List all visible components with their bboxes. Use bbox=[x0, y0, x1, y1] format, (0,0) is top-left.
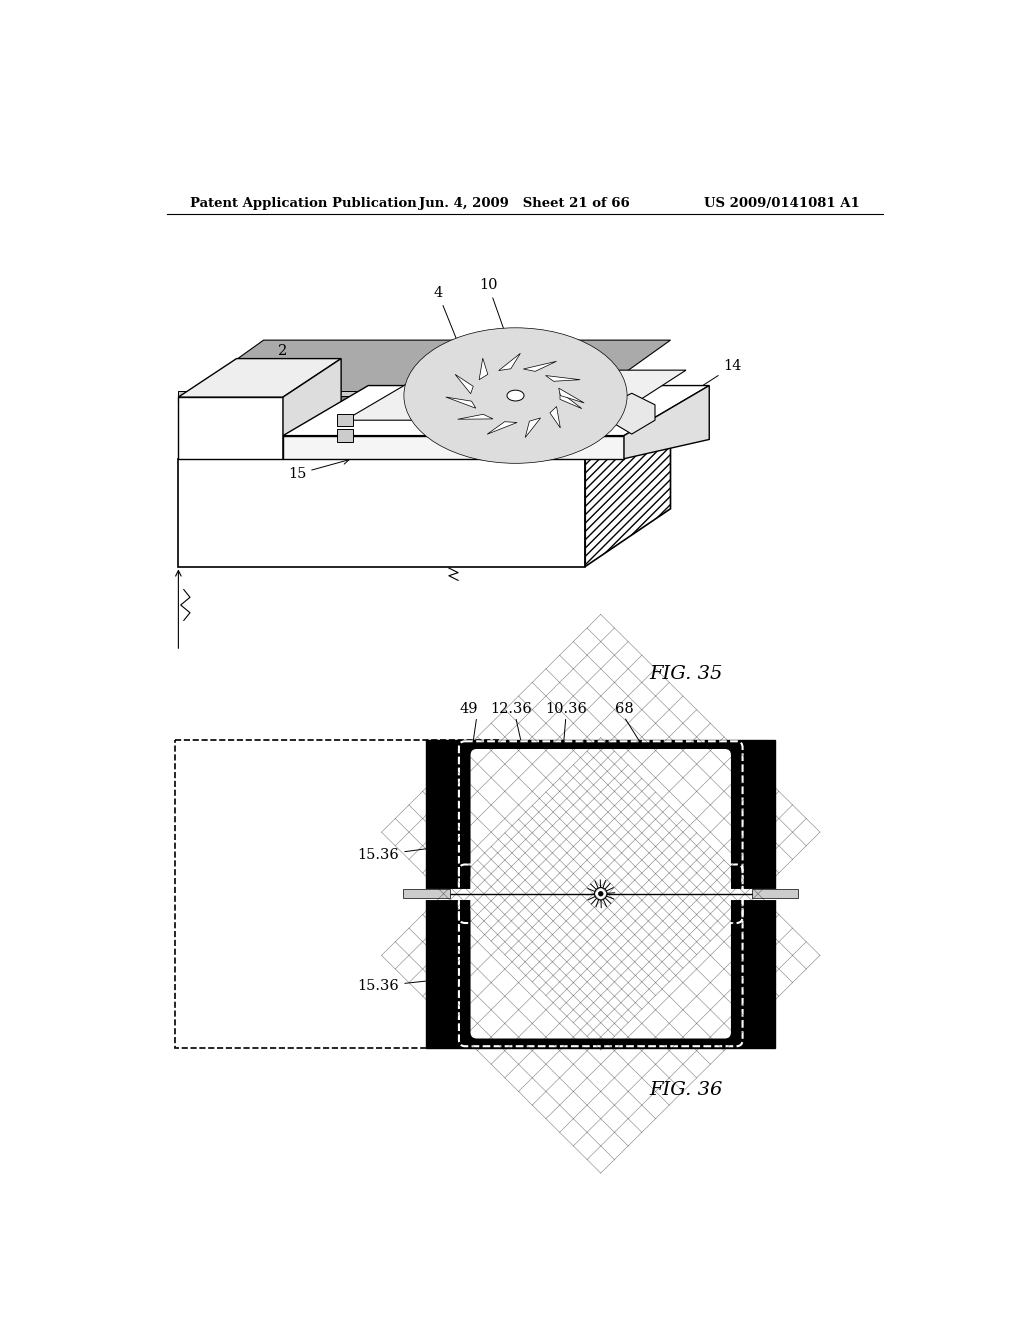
Polygon shape bbox=[458, 414, 493, 420]
FancyBboxPatch shape bbox=[581, 941, 621, 970]
Polygon shape bbox=[624, 385, 710, 459]
FancyBboxPatch shape bbox=[471, 748, 731, 915]
Text: 4: 4 bbox=[433, 286, 468, 367]
Polygon shape bbox=[178, 401, 671, 459]
Ellipse shape bbox=[418, 337, 613, 455]
Text: FIG. 35: FIG. 35 bbox=[649, 665, 723, 684]
Polygon shape bbox=[337, 414, 352, 426]
FancyBboxPatch shape bbox=[512, 898, 689, 1012]
FancyBboxPatch shape bbox=[471, 873, 731, 1039]
Ellipse shape bbox=[432, 345, 599, 446]
Polygon shape bbox=[178, 341, 671, 401]
Text: US 2009/0141081 A1: US 2009/0141081 A1 bbox=[703, 197, 859, 210]
Polygon shape bbox=[283, 385, 710, 436]
FancyBboxPatch shape bbox=[553, 800, 648, 865]
Polygon shape bbox=[337, 429, 352, 442]
Text: 15: 15 bbox=[281, 433, 341, 454]
Text: Patent Application Publication: Patent Application Publication bbox=[190, 197, 417, 210]
Polygon shape bbox=[455, 375, 473, 393]
FancyBboxPatch shape bbox=[567, 809, 635, 855]
Ellipse shape bbox=[403, 327, 627, 463]
Polygon shape bbox=[550, 407, 560, 428]
Polygon shape bbox=[608, 393, 655, 434]
FancyBboxPatch shape bbox=[525, 783, 676, 880]
Polygon shape bbox=[546, 375, 581, 381]
FancyBboxPatch shape bbox=[553, 924, 648, 987]
Bar bbox=[403, 890, 450, 899]
Bar bbox=[426, 739, 775, 1048]
Text: 68: 68 bbox=[614, 702, 634, 715]
Ellipse shape bbox=[445, 354, 586, 438]
Text: 10.36: 10.36 bbox=[545, 702, 587, 715]
Text: 12.36: 12.36 bbox=[490, 702, 532, 715]
Circle shape bbox=[598, 891, 603, 896]
Polygon shape bbox=[499, 354, 520, 371]
Polygon shape bbox=[523, 362, 556, 371]
FancyBboxPatch shape bbox=[581, 817, 621, 847]
Polygon shape bbox=[178, 459, 586, 566]
Circle shape bbox=[595, 887, 607, 900]
Polygon shape bbox=[178, 391, 586, 396]
Polygon shape bbox=[525, 418, 541, 437]
FancyBboxPatch shape bbox=[540, 915, 663, 995]
Text: 15: 15 bbox=[288, 458, 349, 480]
FancyBboxPatch shape bbox=[484, 880, 717, 1030]
Text: 14: 14 bbox=[658, 359, 741, 414]
Bar bbox=[752, 890, 799, 899]
Polygon shape bbox=[560, 392, 582, 409]
FancyBboxPatch shape bbox=[540, 792, 663, 873]
Polygon shape bbox=[479, 358, 487, 380]
FancyBboxPatch shape bbox=[498, 890, 703, 1022]
Ellipse shape bbox=[507, 391, 524, 401]
Polygon shape bbox=[178, 397, 283, 459]
FancyBboxPatch shape bbox=[484, 758, 717, 907]
FancyBboxPatch shape bbox=[498, 766, 703, 898]
Polygon shape bbox=[559, 388, 584, 403]
Polygon shape bbox=[345, 370, 686, 420]
Polygon shape bbox=[586, 401, 671, 566]
Text: 49: 49 bbox=[460, 702, 478, 715]
Text: 10: 10 bbox=[479, 279, 515, 359]
Ellipse shape bbox=[460, 362, 571, 429]
Polygon shape bbox=[283, 436, 624, 459]
FancyBboxPatch shape bbox=[512, 775, 689, 890]
Text: 6: 6 bbox=[248, 434, 257, 449]
Polygon shape bbox=[283, 359, 341, 459]
Ellipse shape bbox=[474, 370, 557, 421]
Text: Jun. 4, 2009   Sheet 21 of 66: Jun. 4, 2009 Sheet 21 of 66 bbox=[420, 197, 630, 210]
Ellipse shape bbox=[487, 379, 544, 412]
Polygon shape bbox=[178, 396, 586, 401]
Polygon shape bbox=[178, 359, 341, 397]
FancyBboxPatch shape bbox=[567, 932, 635, 978]
Polygon shape bbox=[487, 421, 517, 434]
Polygon shape bbox=[445, 397, 476, 408]
FancyBboxPatch shape bbox=[174, 739, 500, 1048]
Ellipse shape bbox=[502, 387, 529, 404]
Text: 15.36: 15.36 bbox=[357, 838, 488, 862]
Text: 2: 2 bbox=[223, 345, 288, 430]
FancyBboxPatch shape bbox=[525, 907, 676, 1005]
Text: 15.36: 15.36 bbox=[357, 969, 519, 993]
Text: FIG. 36: FIG. 36 bbox=[649, 1081, 723, 1100]
